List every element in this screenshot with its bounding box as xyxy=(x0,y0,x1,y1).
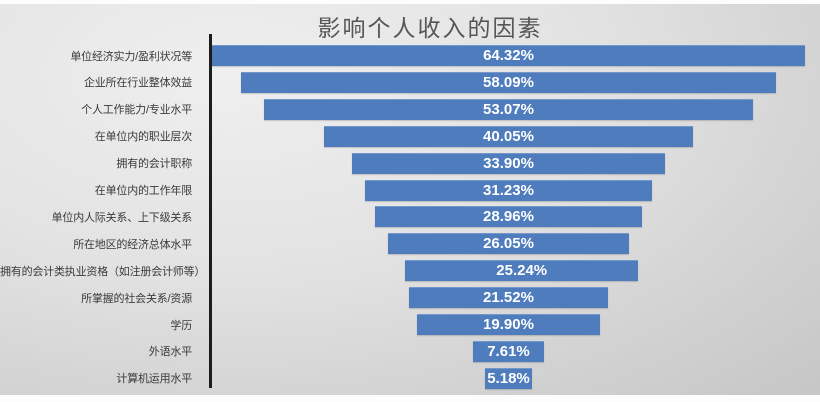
bar: 26.05% xyxy=(388,233,629,255)
value-label: 25.24% xyxy=(496,262,548,280)
category-label: 在单位内的工作年限 xyxy=(94,185,192,198)
bar: 21.52% xyxy=(409,287,608,309)
bar: 31.23% xyxy=(364,179,653,201)
bar-row: 单位内人际关系、上下级关系 28.96% xyxy=(0,206,805,228)
bar-row: 企业所在行业整体效益 58.09% xyxy=(0,71,805,93)
category-label: 所掌握的社会关系/资源 xyxy=(81,292,192,305)
bar-rows: 单位经济实力/盈利状况等 64.32% 企业所在行业整体效益 58.09% 个人工作能力… xyxy=(0,45,805,389)
category-label: 所在地区的经济总体水平 xyxy=(73,238,192,251)
bar-row: 外语水平 7.61% xyxy=(0,340,805,362)
category-label: 个人工作能力/专业水平 xyxy=(81,104,192,117)
category-label: 外语水平 xyxy=(148,346,192,359)
bar-row: 在单位内的职业层次 40.05% xyxy=(0,125,805,147)
bar-row: 所掌握的社会关系/资源 21.52% xyxy=(0,287,805,309)
bar-zone: 26.05% xyxy=(212,233,805,255)
chart-title: 影响个人收入的因素 xyxy=(317,16,543,41)
value-label: 31.23% xyxy=(483,181,534,199)
category-label: 拥有的会计类执业资格（如注册会计师等） xyxy=(0,265,206,278)
bar-zone: 40.05% xyxy=(212,125,805,147)
bar: 5.18% xyxy=(484,367,533,389)
y-axis-line xyxy=(209,34,212,388)
value-label: 7.61% xyxy=(487,342,530,360)
category-label: 单位经济实力/盈利状况等 xyxy=(70,50,192,63)
value-label: 28.96% xyxy=(483,208,534,226)
bar: 33.90% xyxy=(352,152,665,174)
bar-zone: 7.61% xyxy=(212,340,805,362)
value-label: 40.05% xyxy=(483,127,534,145)
bar-zone: 33.90% xyxy=(212,152,805,174)
value-label: 53.07% xyxy=(483,100,534,118)
bar: 19.90% xyxy=(416,314,601,336)
bar: 7.61% xyxy=(473,340,544,362)
bar-zone: 28.96% xyxy=(212,206,805,228)
bar-row: 计算机运用水平 5.18% xyxy=(0,367,805,389)
bar-row: 在单位内的工作年限 31.23% xyxy=(0,179,805,201)
value-label: 26.05% xyxy=(483,235,534,253)
bar-zone: 19.90% xyxy=(212,314,805,336)
value-label: 64.32% xyxy=(483,47,534,64)
value-label: 19.90% xyxy=(483,316,534,334)
bar-row: 所在地区的经济总体水平 26.05% xyxy=(0,233,805,255)
category-label: 拥有的会计职称 xyxy=(116,158,192,171)
value-label: 33.90% xyxy=(483,154,534,172)
bar-zone: 53.07% xyxy=(212,98,805,120)
bar-row: 单位经济实力/盈利状况等 64.32% xyxy=(0,45,805,66)
bar-row: 拥有的会计职称 33.90% xyxy=(0,152,805,174)
bar: 64.32% xyxy=(212,45,805,66)
bar: 25.24% xyxy=(405,260,639,282)
bar: 53.07% xyxy=(263,98,754,120)
category-label: 在单位内的职业层次 xyxy=(94,131,192,144)
category-label: 单位内人际关系、上下级关系 xyxy=(51,211,193,224)
bar-row: 拥有的会计类执业资格（如注册会计师等） 25.24% xyxy=(0,260,805,282)
bar-zone: 25.24% xyxy=(225,260,818,282)
category-label: 学历 xyxy=(170,319,192,332)
value-label: 58.09% xyxy=(483,73,534,91)
category-label: 计算机运用水平 xyxy=(116,373,192,386)
bar-zone: 5.18% xyxy=(212,367,805,389)
bar-zone: 58.09% xyxy=(212,71,805,93)
bar-row: 学历 19.90% xyxy=(0,314,805,336)
bar-row: 个人工作能力/专业水平 53.07% xyxy=(0,98,805,120)
bar: 58.09% xyxy=(240,71,777,93)
category-label: 企业所在行业整体效益 xyxy=(84,77,192,90)
bar-zone: 21.52% xyxy=(212,287,805,309)
value-label: 5.18% xyxy=(487,369,530,387)
bar-zone: 31.23% xyxy=(212,179,805,201)
value-label: 21.52% xyxy=(483,289,534,307)
bar: 28.96% xyxy=(375,206,642,228)
bar: 40.05% xyxy=(323,125,694,147)
bar-zone: 64.32% xyxy=(212,45,805,66)
